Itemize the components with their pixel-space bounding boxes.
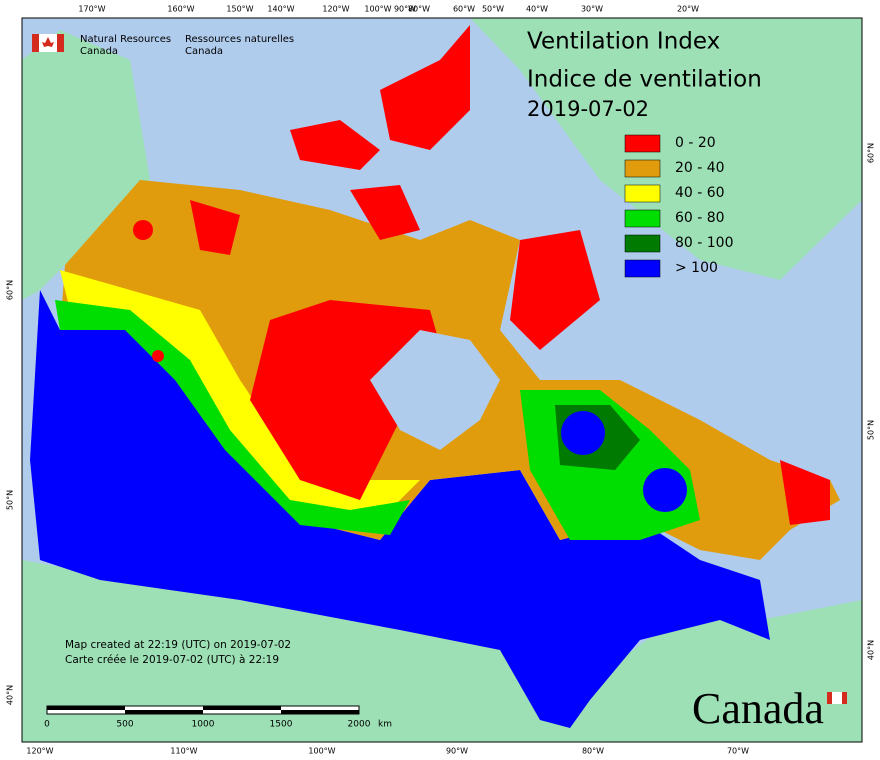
- graticule-label: 100°W: [308, 747, 335, 756]
- logo: [32, 34, 847, 704]
- wordmark: Canada: [692, 684, 824, 733]
- graticule-label: 80°W: [582, 747, 604, 756]
- graticule-label: 90°W: [394, 5, 416, 14]
- flag-field: [832, 692, 842, 704]
- graticule-label: 50°W: [482, 5, 504, 14]
- graticule-label: 80°W: [408, 5, 430, 14]
- greenland: [470, 18, 862, 280]
- zone-red: [380, 25, 470, 150]
- graticule-label: 30°W: [581, 5, 603, 14]
- map-title: Ventilation Index: [527, 29, 720, 55]
- legend-swatch: [624, 234, 661, 253]
- scale-segment: [203, 706, 281, 710]
- logo-text: Natural Resources: [80, 34, 171, 45]
- graticule-label: 20°W: [677, 5, 699, 14]
- scale-label: 0: [44, 720, 50, 730]
- scale-segment: [47, 706, 125, 710]
- graticule-label: 60°N: [6, 280, 15, 300]
- zone-red: [780, 460, 830, 525]
- zone-red: [190, 200, 240, 255]
- zone-red: [350, 185, 420, 240]
- legend-label: 80 - 100: [675, 235, 734, 251]
- graticule-label: 140°W: [267, 5, 294, 14]
- hudson-bay: [370, 330, 500, 450]
- maple-leaf: [42, 37, 54, 47]
- graticule-label: 110°W: [170, 747, 197, 756]
- legend-label: 60 - 80: [675, 210, 725, 226]
- zone-red: [152, 350, 164, 362]
- logo-text: Canada: [185, 46, 223, 57]
- graticule-label: 40°N: [6, 685, 15, 705]
- graticule-label: 90°W: [446, 747, 468, 756]
- graticule-label: 40°N: [867, 640, 876, 660]
- scale-unit: km: [378, 720, 392, 730]
- flag-bar: [57, 34, 64, 52]
- map-note: Carte créée le 2019-07-02 (UTC) à 22:19: [65, 654, 279, 666]
- scale-label: 500: [116, 720, 133, 730]
- graticule-label: 50°N: [867, 420, 876, 440]
- map-note: Map created at 22:19 (UTC) on 2019-07-02: [65, 639, 291, 651]
- alaska: [22, 30, 150, 300]
- scale-label: 2000: [348, 720, 371, 730]
- scale-segment: [125, 710, 203, 714]
- flag-bar: [827, 692, 832, 704]
- map-title: 2019-07-02: [527, 97, 649, 121]
- graticule-label: 120°W: [322, 5, 349, 14]
- scale-label: 1500: [270, 720, 293, 730]
- logo-text: Canada: [80, 46, 118, 57]
- map-layers: [22, 18, 862, 742]
- graticule-label: 150°W: [226, 5, 253, 14]
- map-border: [21, 17, 863, 743]
- zone-red: [510, 230, 600, 350]
- zone-blue: [30, 290, 770, 728]
- legend-swatch: [624, 259, 661, 278]
- legend-swatch: [624, 209, 661, 228]
- legend-swatch: [624, 184, 661, 203]
- graticule-label: 160°W: [167, 5, 194, 14]
- graticule-label: 60°W: [453, 5, 475, 14]
- legend-swatch: [624, 134, 661, 153]
- graticule-label: 60°N: [867, 143, 876, 163]
- usa: [22, 560, 862, 742]
- legend-label: 20 - 40: [675, 160, 725, 176]
- legend-label: 40 - 60: [675, 185, 725, 201]
- graticule-label: 170°W: [78, 5, 105, 14]
- zone-green: [55, 300, 410, 535]
- zone-blue: [643, 468, 687, 512]
- graticule-label: 120°W: [26, 747, 53, 756]
- zone-blue: [561, 411, 605, 455]
- legend-swatch: [624, 159, 661, 178]
- scale-label: 1000: [192, 720, 215, 730]
- graticule-label: 50°N: [6, 490, 15, 510]
- legend-label: > 100: [675, 260, 718, 276]
- logo-text: Ressources naturelles: [185, 34, 294, 45]
- graticule-label: 40°W: [526, 5, 548, 14]
- flag-bar: [32, 34, 39, 52]
- zone-red: [290, 120, 380, 170]
- map-title: Indice de ventilation: [527, 67, 762, 93]
- zone-red: [133, 220, 153, 240]
- graticule-label: 100°W: [364, 5, 391, 14]
- scale-segment: [281, 710, 359, 714]
- graticule-label: 70°W: [727, 747, 749, 756]
- flag-bar: [842, 692, 847, 704]
- legend-label: 0 - 20: [675, 135, 716, 151]
